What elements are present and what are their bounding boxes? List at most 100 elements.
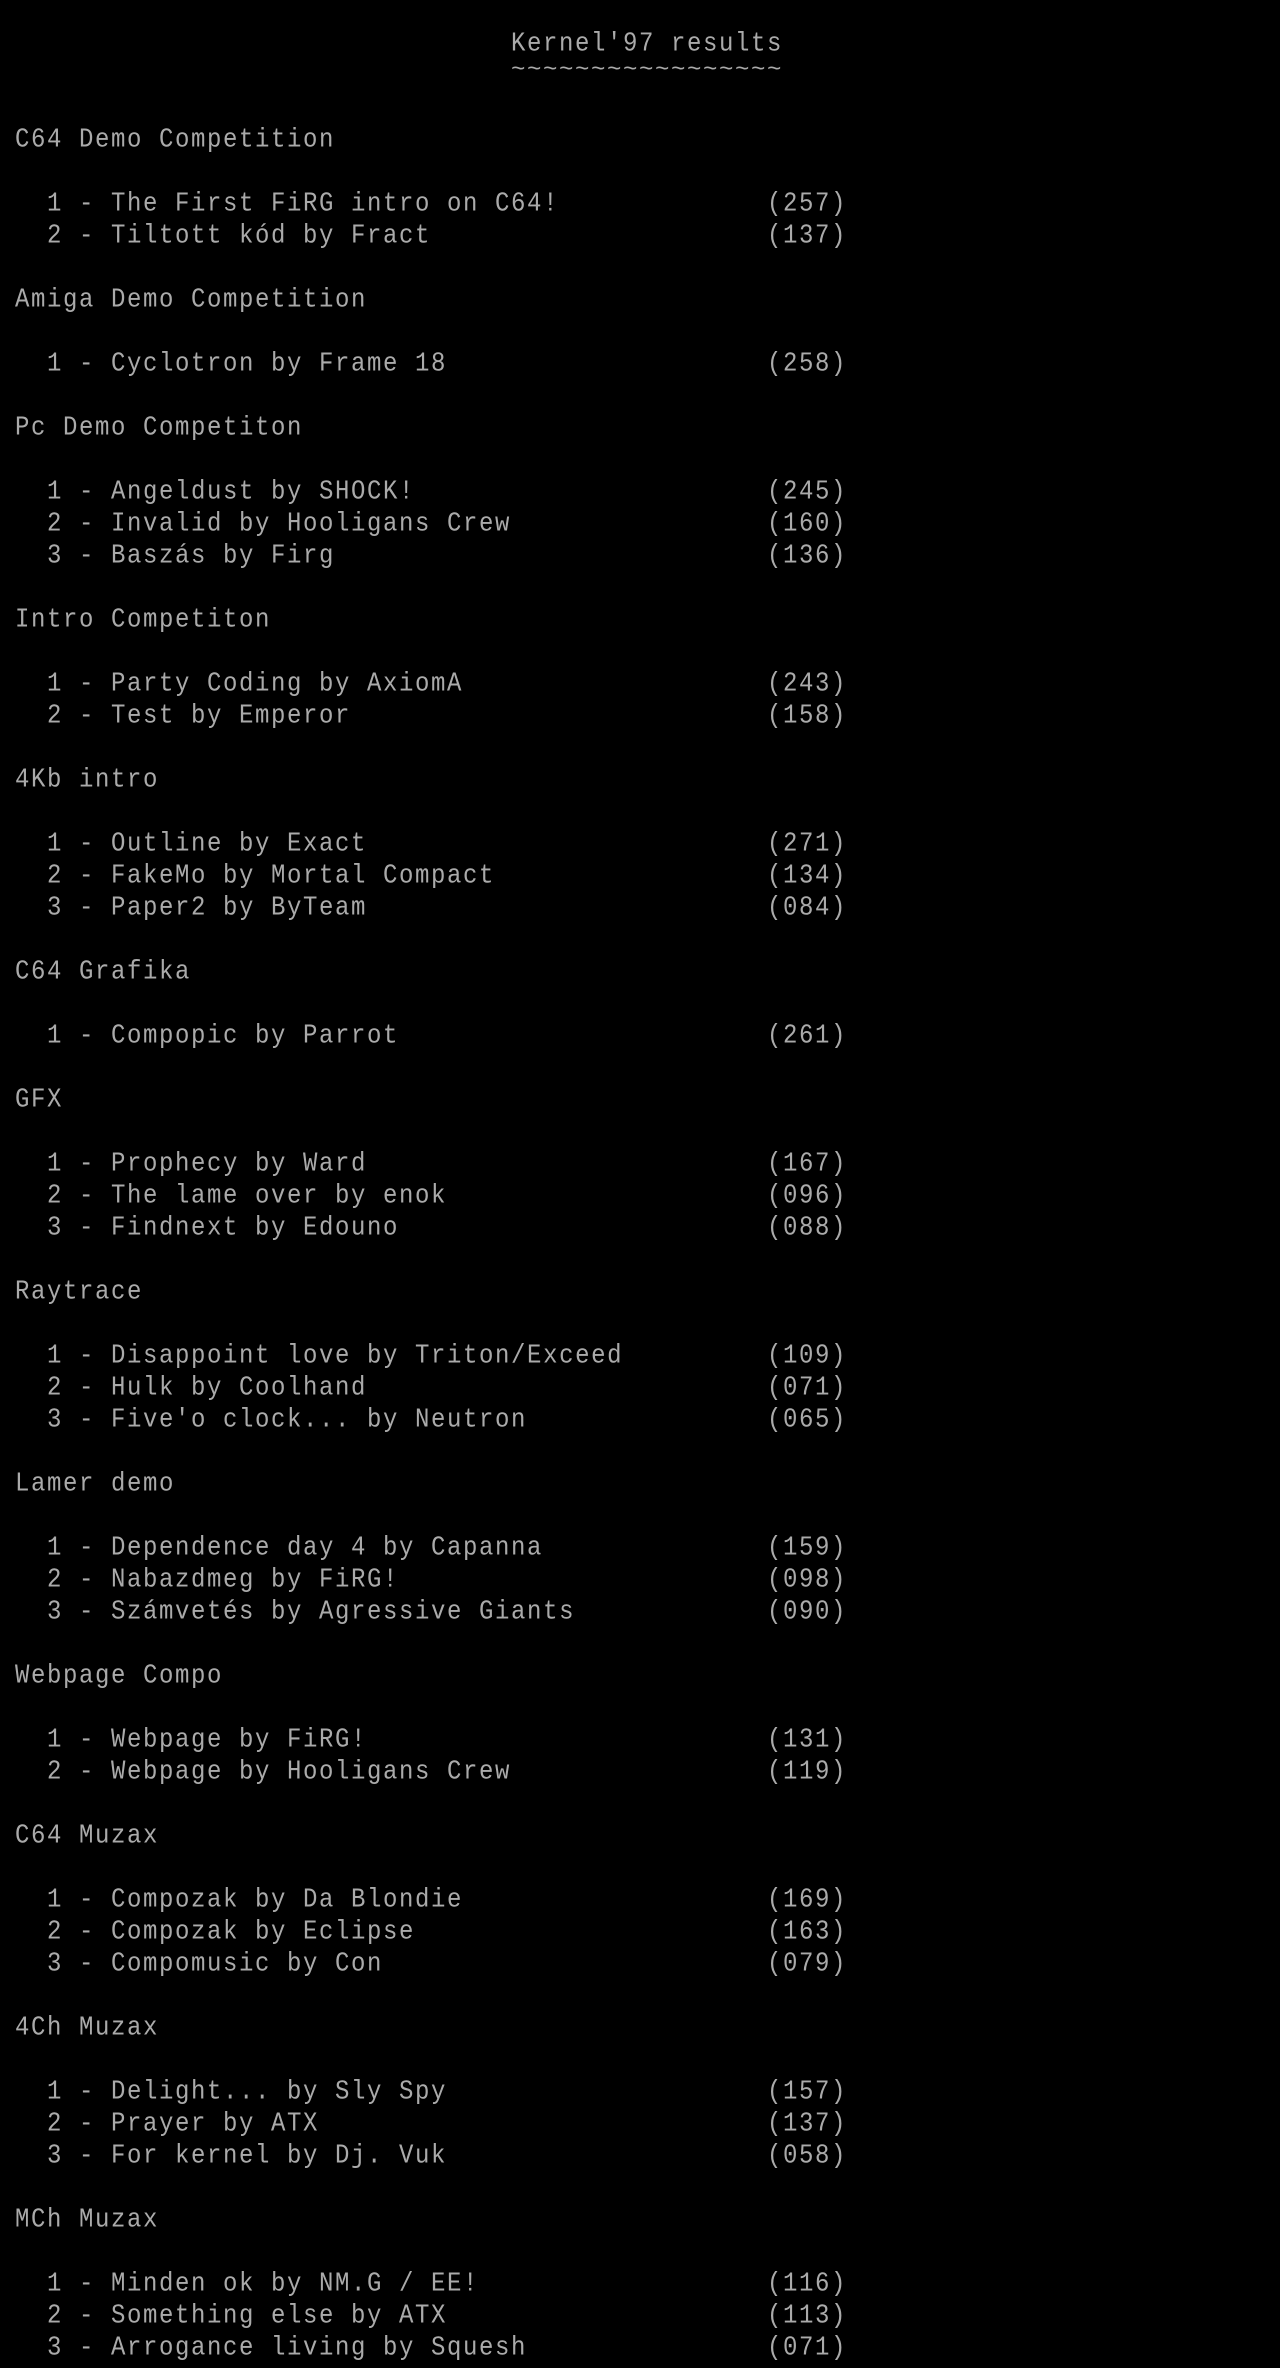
separator-dash: - — [79, 829, 96, 860]
result-entry: Invalid by Hooligans Crew — [111, 509, 512, 540]
category-heading-row: Pc Demo Competiton — [15, 413, 1265, 445]
result-score: (136) — [767, 541, 848, 572]
result-row: 2- Something else by ATX (113) — [15, 2301, 1265, 2333]
separator-dash: - — [79, 1373, 96, 1404]
separator-dash: - — [79, 1757, 96, 1788]
result-row: 1- Delight... by Sly Spy (157) — [15, 2077, 1265, 2109]
result-score: (169) — [767, 1885, 848, 1916]
blank-line — [15, 317, 1265, 349]
blank-line — [15, 1853, 1265, 1885]
result-score: (158) — [767, 701, 848, 732]
result-entry: Findnext by Edouno — [111, 1213, 400, 1244]
result-entry: Nabazdmeg by FiRG! — [111, 1565, 400, 1596]
separator-dash: - — [79, 189, 96, 220]
result-rank: 3 — [47, 1949, 64, 1980]
result-entry: Five'o clock... by Neutron — [111, 1405, 528, 1436]
result-score: (131) — [767, 1725, 848, 1756]
blank-line — [15, 1501, 1265, 1533]
blank-line — [15, 1789, 1265, 1821]
result-score: (071) — [767, 1373, 848, 1404]
result-rank: 1 — [47, 1341, 64, 1372]
result-score: (079) — [767, 1949, 848, 1980]
separator-dash: - — [79, 1725, 96, 1756]
separator-dash: - — [79, 1149, 96, 1180]
result-rank: 1 — [47, 669, 64, 700]
blank-line — [15, 2045, 1265, 2077]
blank-line — [15, 925, 1265, 957]
separator-dash: - — [79, 1533, 96, 1564]
separator-dash: - — [79, 221, 96, 252]
result-entry: Tiltott kód by Fract — [111, 221, 432, 252]
category-heading-row: GFX — [15, 1085, 1265, 1117]
category-heading-row: Amiga Demo Competition — [15, 285, 1265, 317]
category-heading: Intro Competiton — [15, 605, 272, 636]
result-row: 1- Angeldust by SHOCK! (245) — [15, 477, 1265, 509]
category-heading-row: Intro Competiton — [15, 605, 1265, 637]
separator-dash: - — [79, 861, 96, 892]
result-rank: 1 — [47, 2269, 64, 2300]
category-heading: C64 Muzax — [15, 1821, 160, 1852]
result-score: (163) — [767, 1917, 848, 1948]
result-entry: Baszás by Firg — [111, 541, 336, 572]
result-score: (098) — [767, 1565, 848, 1596]
result-entry: Outline by Exact — [111, 829, 368, 860]
category-heading: GFX — [15, 1085, 64, 1116]
result-score: (157) — [767, 2077, 848, 2108]
result-rank: 2 — [47, 1181, 64, 1212]
result-score: (084) — [767, 893, 848, 924]
category-heading: Pc Demo Competiton — [15, 413, 304, 444]
results-text-screen: Kernel'97 results ~~~~~~~~~~~~~~~~~ C64 … — [15, 29, 1265, 2365]
result-entry: Disappoint love by Triton/Exceed — [111, 1341, 624, 1372]
result-row: 2- Prayer by ATX (137) — [15, 2109, 1265, 2141]
result-rank: 1 — [47, 1533, 64, 1564]
blank-line — [15, 2173, 1265, 2205]
separator-dash: - — [79, 1949, 96, 1980]
result-rank: 2 — [47, 2301, 64, 2332]
result-entry: Party Coding by AxiomA — [111, 669, 464, 700]
result-score: (090) — [767, 1597, 848, 1628]
result-entry: Something else by ATX — [111, 2301, 448, 2332]
separator-dash: - — [79, 1405, 96, 1436]
result-row: 1- Outline by Exact (271) — [15, 829, 1265, 861]
category-list: C64 Demo Competition 1- The First FiRG int… — [15, 125, 1265, 2365]
result-score: (116) — [767, 2269, 848, 2300]
result-rank: 1 — [47, 477, 64, 508]
category-heading: Amiga Demo Competition — [15, 285, 368, 316]
title-row: Kernel'97 results — [15, 29, 1265, 61]
blank-line — [15, 2237, 1265, 2269]
separator-dash: - — [79, 1917, 96, 1948]
blank-line — [15, 1437, 1265, 1469]
result-entry: For kernel by Dj. Vuk — [111, 2141, 448, 2172]
result-score: (137) — [767, 2109, 848, 2140]
result-row: 1- Party Coding by AxiomA (243) — [15, 669, 1265, 701]
result-row: 1- Dependence day 4 by Capanna (159) — [15, 1533, 1265, 1565]
blank-line — [15, 93, 1265, 125]
category-heading: C64 Demo Competition — [15, 125, 336, 156]
result-entry: Számvetés by Agressive Giants — [111, 1597, 576, 1628]
blank-line — [15, 1981, 1265, 2013]
category-heading-row: C64 Muzax — [15, 1821, 1265, 1853]
separator-dash: - — [79, 893, 96, 924]
result-rank: 1 — [47, 1725, 64, 1756]
result-row: 2- Webpage by Hooligans Crew (119) — [15, 1757, 1265, 1789]
separator-dash: - — [79, 349, 96, 380]
blank-line — [15, 1053, 1265, 1085]
separator-dash: - — [79, 669, 96, 700]
blank-line — [15, 637, 1265, 669]
result-rank: 1 — [47, 1149, 64, 1180]
category-heading-row: 4Ch Muzax — [15, 2013, 1265, 2045]
result-entry: Paper2 by ByTeam — [111, 893, 368, 924]
separator-dash: - — [79, 2333, 96, 2364]
result-rank: 1 — [47, 189, 64, 220]
result-entry: FakeMo by Mortal Compact — [111, 861, 496, 892]
result-entry: Cyclotron by Frame 18 — [111, 349, 448, 380]
blank-line — [15, 1309, 1265, 1341]
result-score: (137) — [767, 221, 848, 252]
category-heading-row: 4Kb intro — [15, 765, 1265, 797]
result-row: 1- The First FiRG intro on C64! (257) — [15, 189, 1265, 221]
result-score: (134) — [767, 861, 848, 892]
result-rank: 1 — [47, 1885, 64, 1916]
separator-dash: - — [79, 2141, 96, 2172]
result-rank: 2 — [47, 509, 64, 540]
result-rank: 1 — [47, 2077, 64, 2108]
